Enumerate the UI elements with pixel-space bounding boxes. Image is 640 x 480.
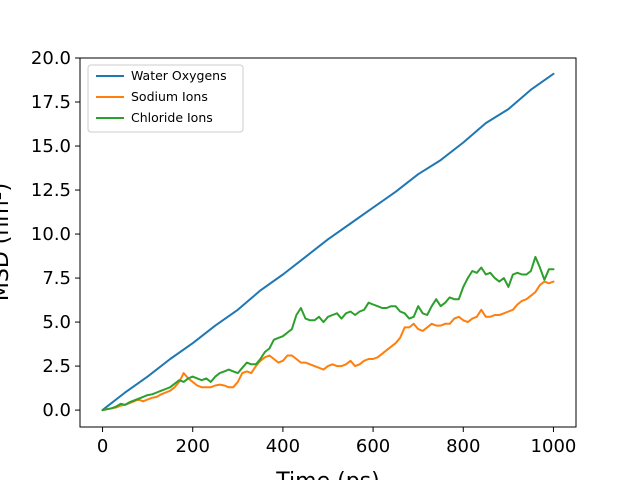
x-axis-title: Time (ps) [275, 469, 379, 480]
x-tick-label: 200 [176, 436, 210, 457]
series-layer [101, 72, 555, 412]
y-tick-label: 0.0 [42, 400, 71, 421]
legend-label-sodium: Sodium Ions [131, 89, 208, 104]
x-tick-label: 800 [446, 436, 480, 457]
legend-label-chloride: Chloride Ions [131, 110, 213, 125]
legend-label-water: Water Oxygens [131, 68, 227, 83]
y-tick-label: 2.5 [42, 356, 71, 377]
y-axis-title: MSD (nm²) [0, 183, 14, 301]
y-tick-label: 10.0 [31, 224, 71, 245]
y-tick-label: 17.5 [31, 92, 71, 113]
x-tick-label: 0 [97, 436, 108, 457]
y-tick-label: 5.0 [42, 312, 71, 333]
series-line-water-oxygens [101, 72, 555, 412]
y-tick-label: 7.5 [42, 268, 71, 289]
x-tick-label: 1000 [531, 436, 577, 457]
series-line-sodium-ions [101, 280, 555, 412]
x-axis: 0 200 400 600 800 1000 [97, 427, 577, 457]
y-tick-label: 20.0 [31, 48, 71, 69]
y-axis: 0.0 2.5 5.0 7.5 10.0 12.5 15.0 17.5 20.0 [31, 48, 80, 421]
legend: Water Oxygens Sodium Ions Chloride Ions [87, 64, 244, 133]
y-tick-label: 12.5 [31, 180, 71, 201]
x-tick-label: 600 [356, 436, 390, 457]
legend-frame [87, 64, 244, 133]
x-tick-label: 400 [266, 436, 300, 457]
series-line-chloride-ions [101, 255, 555, 412]
y-tick-label: 15.0 [31, 136, 71, 157]
